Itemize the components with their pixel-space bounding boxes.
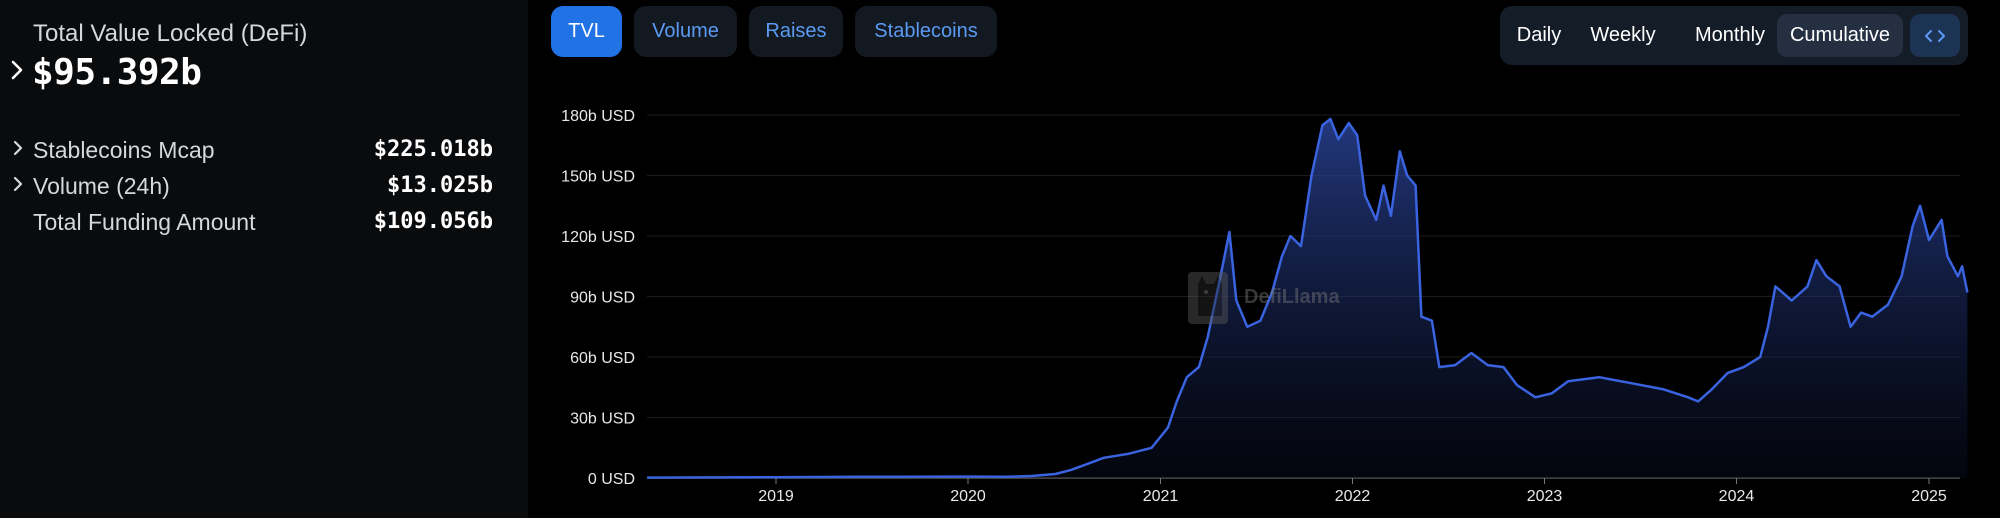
stat-label: Volume (24h) (33, 173, 170, 199)
tab-tvl[interactable]: TVL (551, 6, 622, 57)
period-monthly-button[interactable]: Monthly (1694, 24, 1766, 46)
watermark-text: DefiLlama (1244, 286, 1340, 308)
stat-row-volume-24h[interactable]: Volume (24h) $13.025b (0, 169, 528, 205)
tvl-area (647, 119, 1968, 478)
stat-value: $225.018b (373, 137, 493, 162)
stats-panel: Total Value Locked (DeFi) $95.392b Stabl… (0, 0, 528, 518)
stat-value: $109.056b (373, 209, 493, 234)
tab-volume[interactable]: Volume (634, 6, 737, 57)
tab-stablecoins[interactable]: Stablecoins (855, 6, 997, 57)
stat-row-total-funding: Total Funding Amount $109.056b (0, 205, 528, 241)
x-tick-label: 2024 (1719, 488, 1755, 505)
stat-label: Total Funding Amount (33, 209, 256, 235)
stat-row-stablecoins-mcap[interactable]: Stablecoins Mcap $225.018b (0, 133, 528, 169)
x-tick-label: 2022 (1335, 488, 1371, 505)
tvl-chart-svg: 0 USD 30b USD 60b USD 90b USD 120b USD 150b U… (561, 108, 1969, 505)
x-tick-label: 2023 (1527, 488, 1563, 505)
y-tick-label: 180b USD (561, 108, 635, 125)
chevron-right-icon[interactable] (12, 173, 28, 197)
stat-label: Stablecoins Mcap (33, 137, 215, 163)
period-selector: Daily Weekly Monthly Cumulative (1500, 6, 1968, 65)
y-tick-label: 90b USD (570, 290, 635, 307)
tvl-line (647, 117, 1969, 479)
code-icon[interactable] (1910, 14, 1960, 57)
period-weekly-button[interactable]: Weekly (1590, 24, 1656, 46)
x-tick-label: 2019 (758, 488, 794, 505)
x-tick-label: 2020 (950, 488, 986, 505)
watermark: DefiLlama (1186, 270, 1356, 326)
y-tick-label: 60b USD (570, 350, 635, 367)
x-tick-label: 2021 (1143, 488, 1179, 505)
stat-value: $13.025b (387, 173, 493, 198)
tab-raises[interactable]: Raises (749, 6, 843, 57)
y-tick-label: 150b USD (561, 169, 635, 186)
y-tick-label: 0 USD (588, 471, 635, 488)
y-tick-label: 30b USD (570, 411, 635, 428)
chevron-right-icon[interactable] (12, 137, 28, 161)
y-tick-label: 120b USD (561, 229, 635, 246)
tvl-label: Total Value Locked (DeFi) (33, 20, 308, 47)
tvl-chart: 0 USD 30b USD 60b USD 90b USD 120b USD 150b U… (528, 80, 2000, 518)
tvl-value: $95.392b (32, 52, 202, 93)
period-daily-button[interactable]: Daily (1516, 24, 1562, 46)
period-cumulative-button[interactable]: Cumulative (1777, 14, 1903, 57)
x-tick-label: 2025 (1911, 488, 1947, 505)
chevron-right-icon[interactable] (10, 58, 32, 86)
llama-logo-icon (1188, 272, 1228, 324)
